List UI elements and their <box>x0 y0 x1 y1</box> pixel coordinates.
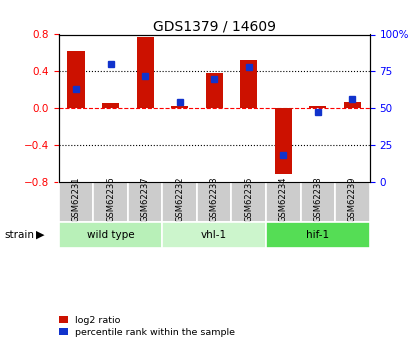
Bar <box>197 181 231 221</box>
Bar <box>93 181 128 221</box>
Text: GSM62235: GSM62235 <box>244 177 253 223</box>
Text: GSM62239: GSM62239 <box>348 177 357 223</box>
Bar <box>128 181 163 221</box>
Text: GSM62234: GSM62234 <box>279 177 288 223</box>
Bar <box>266 181 301 221</box>
Text: GSM62231: GSM62231 <box>71 177 81 223</box>
Bar <box>275 108 292 174</box>
Bar <box>335 181 370 221</box>
Bar <box>266 221 370 248</box>
Bar <box>309 106 326 108</box>
Legend: log2 ratio, percentile rank within the sample: log2 ratio, percentile rank within the s… <box>59 316 235 337</box>
Bar <box>59 181 93 221</box>
Text: wild type: wild type <box>87 230 134 240</box>
Bar <box>102 104 119 108</box>
Bar <box>231 181 266 221</box>
Bar <box>205 73 223 108</box>
Bar <box>163 221 266 248</box>
Title: GDS1379 / 14609: GDS1379 / 14609 <box>153 19 276 33</box>
Text: GSM62233: GSM62233 <box>210 177 219 223</box>
Text: GSM62232: GSM62232 <box>175 177 184 223</box>
Bar <box>163 181 197 221</box>
Bar <box>301 181 335 221</box>
Bar <box>344 101 361 108</box>
Text: strain: strain <box>4 230 34 240</box>
Bar <box>68 51 85 108</box>
Text: vhl-1: vhl-1 <box>201 230 227 240</box>
Text: GSM62236: GSM62236 <box>106 177 115 223</box>
Bar <box>240 60 257 108</box>
Text: GSM62237: GSM62237 <box>141 177 150 223</box>
Bar <box>59 221 163 248</box>
Text: ▶: ▶ <box>36 230 44 240</box>
Text: GSM62238: GSM62238 <box>313 177 322 223</box>
Bar <box>136 37 154 108</box>
Text: hif-1: hif-1 <box>306 230 329 240</box>
Bar <box>171 106 188 108</box>
